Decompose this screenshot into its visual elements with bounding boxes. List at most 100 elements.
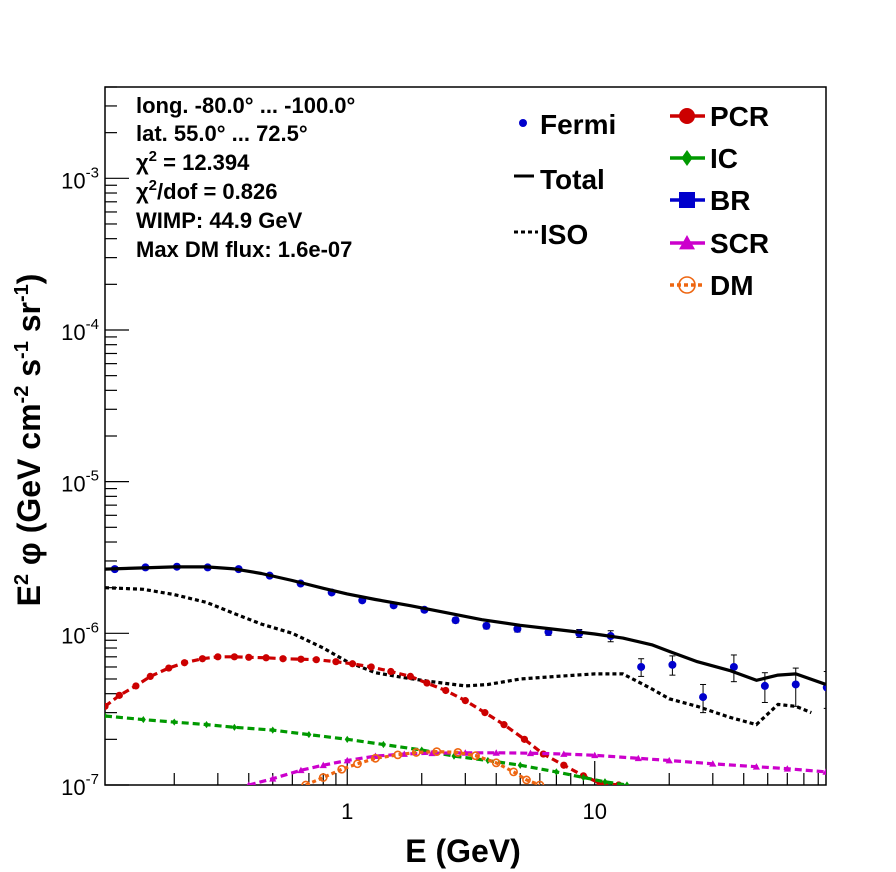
series-marker <box>624 781 630 785</box>
series-marker <box>297 766 305 774</box>
info-chi2-dof: χ2/dof = 0.826 <box>136 177 277 204</box>
x-tick-label: 10 <box>582 799 606 824</box>
info-chi2-value: = 12.394 <box>157 150 250 175</box>
y-tick-label-base: 10 <box>61 168 85 193</box>
series-marker <box>406 672 415 681</box>
series-marker <box>230 653 239 661</box>
series-marker <box>526 749 535 757</box>
y-tick-label: 10-3 <box>61 164 99 193</box>
data-point <box>729 662 738 671</box>
series-marker <box>115 691 123 699</box>
y-tick-label-base: 10 <box>61 775 85 800</box>
series-marker <box>214 653 222 661</box>
y-title-e: E <box>11 585 47 606</box>
series-marker <box>343 756 351 764</box>
series-marker <box>332 658 340 666</box>
series-marker <box>312 656 320 664</box>
info-chi2dof-sup: 2 <box>149 177 157 194</box>
series-marker <box>348 660 357 668</box>
info-max-dm-flux: Max DM flux: 1.6e-07 <box>136 237 352 262</box>
data-point <box>451 616 460 625</box>
info-chi2-sup: 2 <box>149 148 157 165</box>
info-chi2: χ2 = 12.394 <box>136 148 250 175</box>
y-title-sr: sr <box>11 302 47 341</box>
series-marker <box>393 750 403 760</box>
legend-swatch <box>519 119 527 127</box>
y-tick-label: 10-4 <box>61 316 99 345</box>
series-marker <box>171 718 177 726</box>
legend-left: Fermi Total ISO <box>514 109 616 250</box>
y-tick-label-exp: -7 <box>86 771 99 788</box>
legend-swatch-marker <box>681 150 693 166</box>
series-marker <box>411 748 421 757</box>
axis-ticks <box>105 86 819 786</box>
series-marker <box>105 712 108 720</box>
data-point <box>699 693 708 702</box>
series-ic <box>105 712 630 785</box>
series-scr <box>246 749 826 785</box>
series-marker <box>269 775 277 782</box>
y-tick-label-base: 10 <box>61 623 85 648</box>
info-longitude: long. -80.0° ... -100.0° <box>136 93 355 118</box>
y-title-sup-2: 2 <box>11 574 33 585</box>
series-marker <box>709 760 717 767</box>
series-marker <box>319 761 327 769</box>
series-iso <box>105 586 812 727</box>
x-tick-label: 1 <box>341 799 353 824</box>
series-total <box>105 565 826 687</box>
y-tick-label-exp: -6 <box>86 619 99 636</box>
series-marker <box>442 686 450 695</box>
legend-item-scr: SCR <box>670 228 769 259</box>
info-latitude: lat. 55.0° ... 72.5° <box>136 121 308 146</box>
series-marker <box>387 667 395 676</box>
series-marker <box>535 780 545 785</box>
series-marker <box>140 715 146 724</box>
series-marker <box>380 740 386 749</box>
series-marker <box>105 702 109 710</box>
y-title-phi: φ (GeV cm <box>11 403 47 574</box>
series-marker <box>297 655 305 663</box>
series-marker <box>520 735 529 743</box>
y-tick-label-exp: -3 <box>86 164 99 181</box>
legend-item-ic: IC <box>670 143 738 174</box>
legend-label: PCR <box>710 101 769 132</box>
series-marker <box>246 781 251 785</box>
series-marker <box>485 756 491 765</box>
series-line <box>105 655 619 785</box>
series-marker <box>337 764 347 774</box>
legend-item-fermi: Fermi <box>519 109 616 140</box>
series-marker <box>591 751 599 759</box>
legend-right: PCR IC BR SCR DM <box>670 101 769 301</box>
series-marker <box>270 726 276 734</box>
legend-label: BR <box>710 185 750 216</box>
series-fermi <box>110 562 826 714</box>
data-point <box>513 624 522 633</box>
series-marker <box>344 735 350 743</box>
series-marker <box>146 672 154 681</box>
series-marker <box>423 679 431 687</box>
series-marker <box>132 682 140 690</box>
series-marker <box>580 773 586 782</box>
series-line <box>105 565 826 687</box>
y-tick-label: 10-6 <box>61 619 99 648</box>
series-marker <box>553 768 559 776</box>
legend-item-pcr: PCR <box>670 101 769 132</box>
series-marker <box>461 697 469 705</box>
data-point <box>637 662 646 671</box>
y-tick-label-base: 10 <box>61 472 85 497</box>
legend-swatch-marker <box>679 108 695 124</box>
data-point <box>791 680 800 689</box>
legend-label: Total <box>540 164 605 195</box>
legend-label: Fermi <box>540 109 616 140</box>
series-marker <box>522 775 531 785</box>
series-marker <box>783 765 791 772</box>
y-title-sup-m1b: -1 <box>11 284 33 302</box>
series-marker <box>301 780 311 785</box>
legend-item-total: Total <box>514 164 605 195</box>
series-marker <box>492 749 500 756</box>
info-chi2dof-symbol: χ <box>136 179 149 204</box>
series-line <box>305 749 541 785</box>
series-marker <box>318 773 328 782</box>
